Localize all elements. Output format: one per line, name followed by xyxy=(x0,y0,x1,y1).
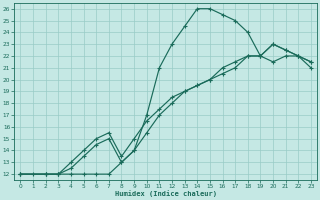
X-axis label: Humidex (Indice chaleur): Humidex (Indice chaleur) xyxy=(115,190,217,197)
